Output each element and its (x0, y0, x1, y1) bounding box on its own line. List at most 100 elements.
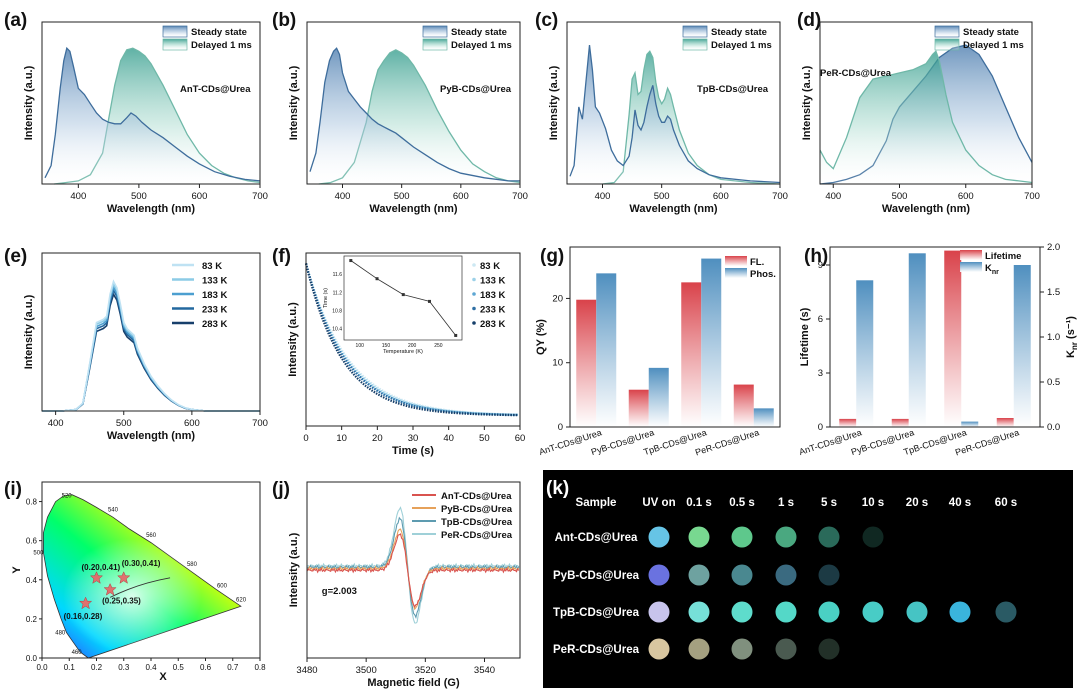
panel-d-sample-label: PeR-CDs@Urea (820, 68, 892, 79)
panel-k-row-label: TpB-CDs@Urea (553, 607, 640, 619)
panel-f-xtick-label: 0 (303, 433, 308, 444)
panel-d-xtick-label: 500 (892, 191, 908, 202)
panel-d-xlabel: Wavelength (nm) (882, 203, 971, 215)
panel-k-header-cell: 0.5 s (729, 497, 755, 509)
panel-f-inset-xtick: 250 (434, 343, 443, 349)
panel-i-xtick-label: 0.3 (118, 663, 130, 672)
panel-i-blackbody-curve (109, 577, 171, 598)
panel-c-line-steady (569, 45, 781, 184)
panel-i-wavelength-label: 560 (146, 533, 157, 539)
panel-i-star-marker (89, 571, 104, 584)
panel-i-star-marker (78, 596, 93, 610)
panel-j-xlabel: Magnetic field (G) (367, 677, 460, 689)
panel-h-bar-knr (856, 280, 874, 427)
panel-a-ylabel: Intensity (a.u.) (23, 65, 35, 140)
panel-b-xtick-label: 700 (512, 191, 528, 202)
panel-f-inset-xtick: 100 (356, 343, 365, 349)
panel-h-legend-swatch-knr (960, 262, 982, 272)
panel-j-legend-label: TpB-CDs@Urea (441, 517, 513, 528)
panel-f-xtick-label: 50 (479, 433, 490, 444)
panel-f-decay-series (304, 263, 518, 417)
panel-k-background (543, 470, 1073, 688)
panel-e-xtick-label: 700 (252, 418, 268, 429)
panel-f-legend-label: 283 K (480, 319, 505, 330)
panel-c-legend-swatch-steady (682, 25, 708, 38)
panel-j-ylabel: Intensity (a.u.) (288, 532, 300, 607)
panel-h-y2tick-label: 2.0 (1047, 242, 1060, 253)
panel-i-wavelength-label: 620 (236, 597, 247, 603)
panel-b-xtick-label: 500 (394, 191, 410, 202)
panel-g-ytick-label: 20 (552, 293, 563, 304)
panel-f-decay-series (304, 263, 518, 416)
panel-h-bar-lifetime (996, 418, 1014, 427)
panel-label-g: (g) (540, 246, 564, 267)
panel-i-point-label: (0.16,0.28) (64, 612, 103, 621)
panel-h-y2tick-label: 1.5 (1047, 287, 1060, 298)
panel-label-i: (i) (4, 479, 22, 500)
panel-f-legend-label: 83 K (480, 261, 500, 272)
panel-h-y2tick-label: 0.0 (1047, 422, 1060, 433)
panel-k-sample-dot (949, 601, 971, 623)
panel-b-legend-swatch-delayed (422, 38, 448, 51)
panel-a-line-steady (44, 46, 261, 182)
panel-g-ylabel: QY (%) (535, 319, 547, 355)
panel-b-legend-label-delayed: Delayed 1 ms (451, 40, 512, 51)
panel-k-sample-dot (688, 564, 710, 586)
panel-a-sample-label: AnT-CDs@Urea (180, 84, 251, 95)
panel-j-xtick-label: 3540 (474, 665, 495, 676)
panel-k-header-cell: Sample (576, 497, 617, 509)
panel-i-ylabel: Y (11, 566, 23, 574)
panel-h-bar-lifetime (891, 418, 909, 427)
panel-h-y2tick-label: 0.5 (1047, 377, 1060, 388)
panel-i-wavelength-label: 580 (187, 562, 198, 568)
panel-c-xtick-label: 600 (713, 191, 729, 202)
panel-f-inset-ytick: 11.6 (333, 272, 343, 278)
panel-i-ytick-label: 0.0 (26, 654, 38, 663)
panel-e-xtick-label: 600 (184, 418, 200, 429)
panel-i-point-label: (0.25,0.35) (102, 597, 141, 606)
panel-k-header-cell: UV on (642, 497, 675, 509)
panel-d-xtick-label: 600 (958, 191, 974, 202)
panel-label-k: (k) (546, 478, 569, 499)
panel-c-xtick-label: 700 (772, 191, 788, 202)
panel-d-area-delayed (820, 51, 1032, 184)
panel-k-sample-dot (775, 526, 797, 548)
panel-a-legend-swatch-steady (162, 25, 188, 38)
panel-k-header-cell: 40 s (949, 497, 971, 509)
panel-k-sample-dot (731, 526, 753, 548)
panel-i-ytick-label: 0.8 (26, 498, 38, 507)
panel-g-frame (569, 246, 781, 428)
panel-k-sample-dot (688, 526, 710, 548)
panel-i-wavelength-label: 600 (217, 584, 228, 590)
panel-k-row-label: PyB-CDs@Urea (553, 570, 640, 582)
panel-j-epr-series (306, 533, 520, 608)
panel-b-sample-label: PyB-CDs@Urea (440, 84, 512, 95)
panel-i-wavelength-label: 460 (72, 650, 83, 656)
panel-c-legend-label-delayed: Delayed 1 ms (711, 40, 772, 51)
panel-f-xtick-label: 30 (408, 433, 419, 444)
panel-j-xtick-label: 3480 (296, 665, 317, 676)
panel-c-xtick-label: 400 (595, 191, 611, 202)
panel-g-legend-label-fl: FL. (750, 257, 764, 268)
panel-h-y2tick-label: 1.0 (1047, 332, 1060, 343)
panel-j-epr-series (306, 516, 520, 619)
panel-e-legend-label: 83 K (202, 261, 222, 272)
panel-d-xtick-label: 400 (825, 191, 841, 202)
panel-f-inset-point (349, 259, 353, 263)
panel-h-legend-knr-sub: nr (992, 269, 999, 276)
panel-k-sample-dot (731, 638, 753, 660)
panel-g-bar-phos (753, 408, 774, 427)
panel-k-sample-dot (731, 601, 753, 623)
panel-j-frame (306, 481, 521, 659)
panel-f-legend-marker (472, 321, 476, 325)
panel-i-xtick-label: 0.2 (91, 663, 103, 672)
panel-f-xtick-label: 10 (336, 433, 347, 444)
panel-c-ylabel: Intensity (a.u.) (548, 65, 560, 140)
panel-label-a: (a) (4, 10, 27, 31)
panel-h-legend-label-lifetime: Lifetime (985, 251, 1021, 262)
panel-a-xtick-label: 600 (192, 191, 208, 202)
panel-j-g-value-annotation: g=2.003 (322, 586, 357, 597)
panel-h-y2label: Knr (s⁻¹) (1065, 316, 1079, 358)
panel-f-legend-marker (472, 292, 476, 296)
panel-e-ylabel: Intensity (a.u.) (23, 294, 35, 369)
